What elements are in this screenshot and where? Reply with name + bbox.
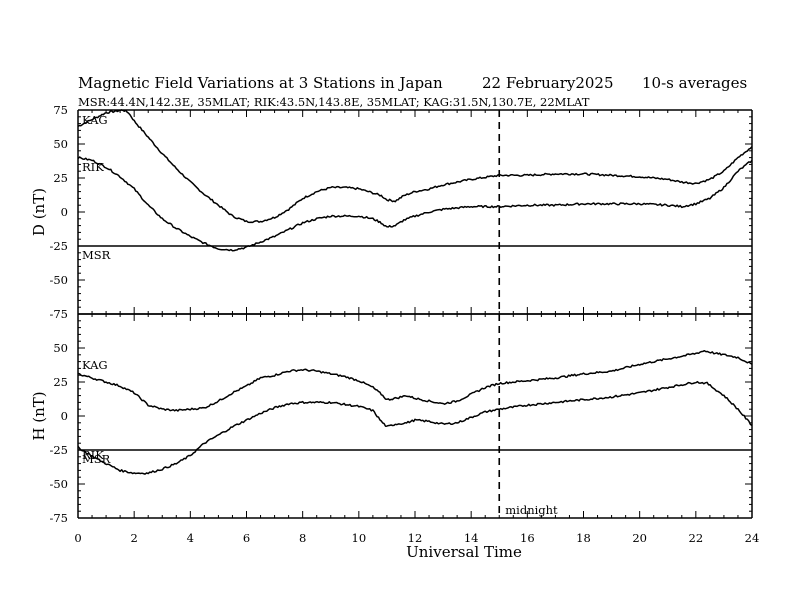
x-tick-label: 10: [352, 531, 367, 545]
x-tick-label: 2: [131, 531, 138, 545]
y-tick-label: 75: [53, 103, 68, 117]
y-tick-label: -50: [49, 477, 68, 491]
y-tick-label: 50: [53, 137, 68, 151]
station-label-msr: MSR: [82, 248, 111, 262]
series-trace-rik: [77, 156, 753, 252]
x-tick-label: 8: [299, 531, 306, 545]
station-label-rik: RIK: [82, 160, 104, 174]
series-trace-kag: [77, 349, 753, 412]
x-tick-label: 18: [576, 531, 591, 545]
chart-averaging: 10-s averages: [642, 74, 747, 92]
y-axis-label: D (nT): [30, 188, 48, 236]
station-label-msr: MSR: [82, 452, 111, 466]
series-trace-kag: [77, 109, 753, 224]
y-axis-label: H (nT): [30, 391, 48, 440]
y-tick-label: 25: [53, 171, 68, 185]
x-tick-label: 14: [464, 531, 479, 545]
y-tick-label: -75: [49, 307, 68, 321]
y-tick-label: -75: [49, 511, 68, 525]
midnight-label: midnight: [505, 503, 558, 517]
x-tick-label: 22: [689, 531, 704, 545]
x-tick-label: 6: [243, 531, 250, 545]
station-coordinates: MSR:44.4N,142.3E, 35MLAT; RIK:43.5N,143.…: [78, 95, 590, 109]
station-label-kag: KAG: [82, 358, 108, 372]
x-tick-label: 16: [520, 531, 535, 545]
y-tick-label: -25: [49, 239, 68, 253]
x-axis-label: Universal Time: [406, 543, 522, 561]
series-trace-rik: [77, 380, 753, 475]
y-tick-label: 0: [61, 409, 68, 423]
y-tick-label: -50: [49, 273, 68, 287]
x-tick-label: 4: [187, 531, 194, 545]
y-tick-label: 25: [53, 375, 68, 389]
station-label-kag: KAG: [82, 113, 108, 127]
x-tick-label: 12: [408, 531, 423, 545]
x-tick-label: 24: [745, 531, 760, 545]
chart-title: Magnetic Field Variations at 3 Stations …: [78, 74, 443, 92]
station-label-rik: RIK: [82, 448, 104, 462]
y-tick-label: 50: [53, 341, 68, 355]
y-tick-label: -25: [49, 443, 68, 457]
x-tick-label: 0: [74, 531, 81, 545]
y-tick-label: 0: [61, 205, 68, 219]
chart-date: 22 February2025: [482, 74, 614, 92]
x-tick-label: 20: [632, 531, 647, 545]
